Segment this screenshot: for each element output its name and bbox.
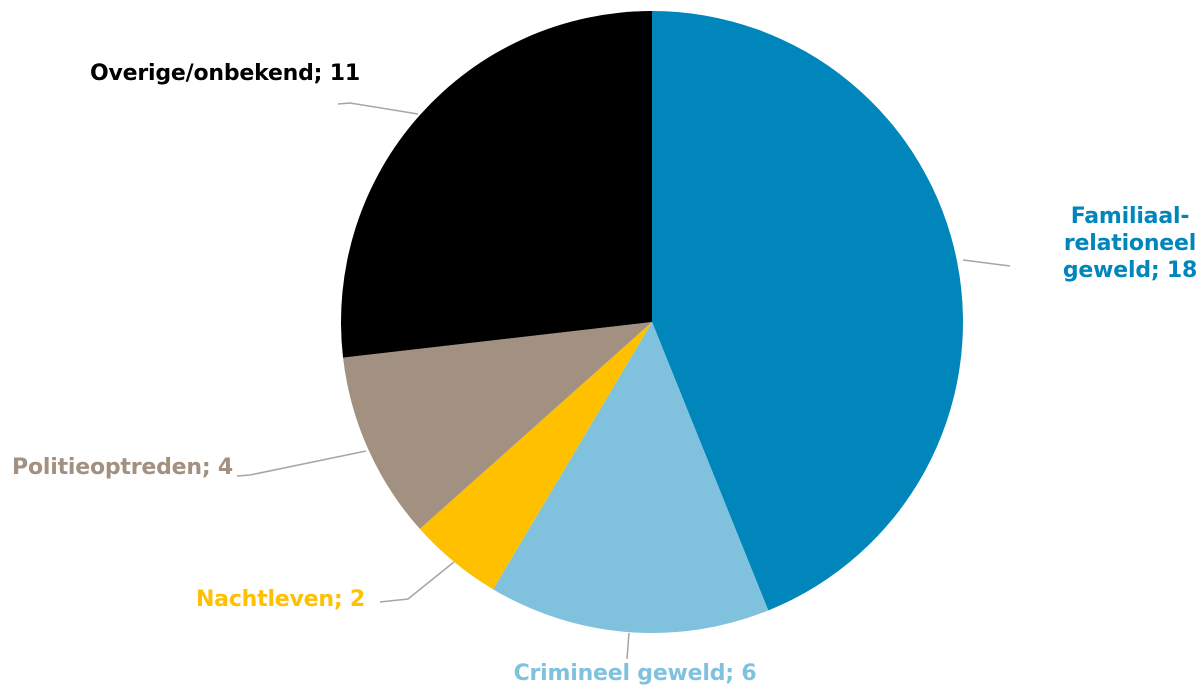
leader-line-familiaal-relationeel-geweld [962,259,1011,267]
slice-label-politieoptreden: Politieoptreden; 4 [8,454,233,481]
leader-line-nachtleven [379,561,455,603]
slice-label-line: Nachtleven; 2 [195,587,365,612]
leader-line-overige-onbekend [337,102,419,115]
slice-label-line: relationeel [1063,231,1197,256]
pie-slice-nachtleven [419,322,652,590]
pie-slice-overige-onbekend [340,11,652,358]
pie-slice-familiaal-relationeel-geweld [652,11,963,611]
leader-lines [236,102,1011,660]
slice-label-line: Politieoptreden; 4 [12,455,233,480]
leader-line-crimineel-geweld [626,632,630,660]
slice-label-crimineel-geweld: Crimineel geweld; 6 [510,660,760,687]
pie-slice-crimineel-geweld [493,322,769,634]
slice-label-line: Crimineel geweld; 6 [513,661,757,686]
slice-label-line: geweld; 18 [1062,258,1198,283]
leader-line-politieoptreden [236,450,367,477]
slice-label-overige-onbekend: Overige/onbekend; 11 [90,60,380,87]
slice-label-familiaal-relationeel-geweld: Familiaal-relationeel geweld; 18 [1060,203,1200,284]
slice-label-line: Familiaal- [1070,204,1190,229]
slice-label-nachtleven: Nachtleven; 2 [195,586,365,613]
pie-slices [340,11,963,634]
slice-label-line: Overige/onbekend; 11 [90,61,360,86]
pie-slice-politieoptreden [343,322,652,529]
